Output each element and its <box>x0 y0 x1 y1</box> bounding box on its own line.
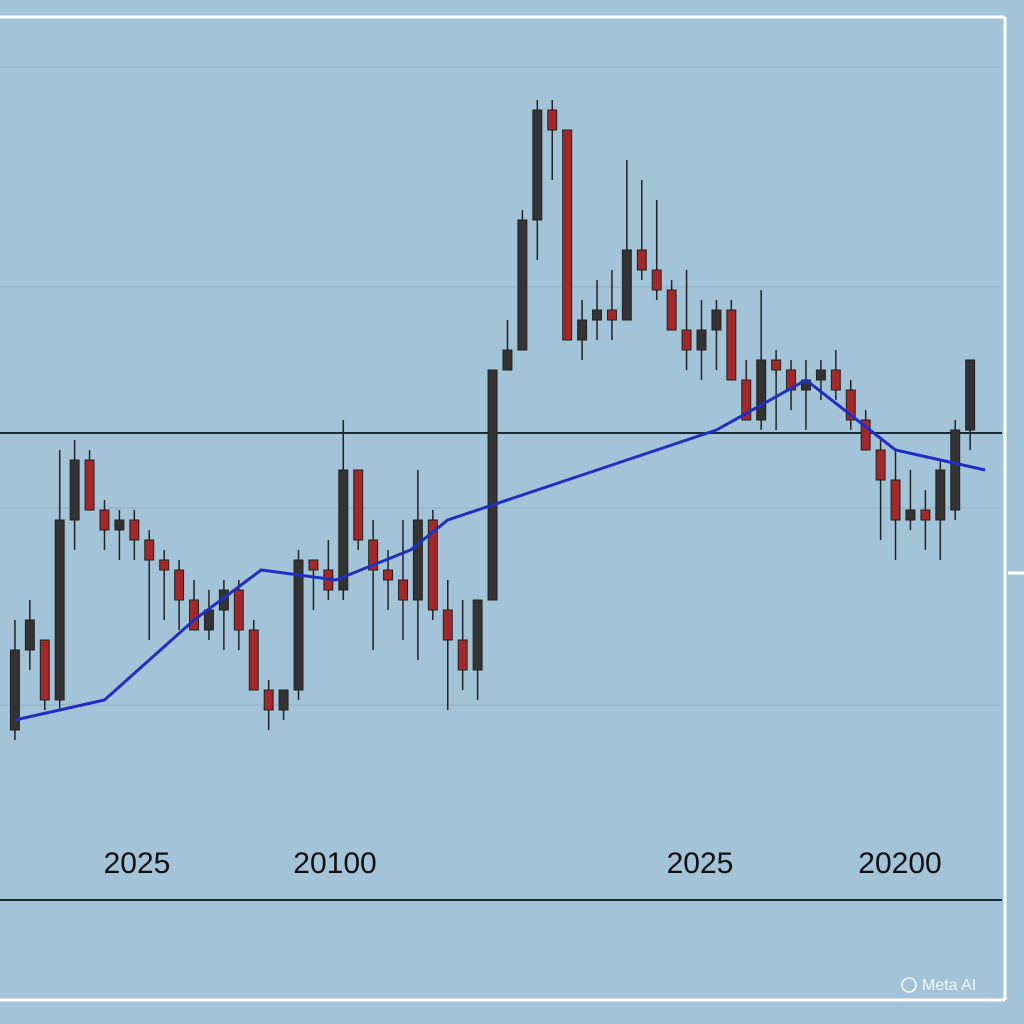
candle-body <box>517 219 528 351</box>
candle-body <box>890 479 901 521</box>
candle-body <box>815 369 826 381</box>
candle-body <box>905 509 916 521</box>
candle-body <box>636 249 647 271</box>
candle-body <box>577 319 588 341</box>
candle-body <box>159 559 170 571</box>
candle-body <box>621 249 632 321</box>
candle-body <box>606 309 617 321</box>
candle-body <box>860 419 871 451</box>
candle-body <box>383 569 394 581</box>
candle-body <box>965 359 976 431</box>
candle-body <box>502 349 513 371</box>
candle-body <box>398 579 408 601</box>
x-label: 20100 <box>293 847 376 880</box>
candle-body <box>845 389 856 421</box>
candle-body <box>532 109 543 221</box>
candle-body <box>666 289 677 331</box>
candle-body <box>442 609 453 641</box>
candle-body <box>412 519 423 601</box>
candle-body <box>84 459 95 511</box>
candle-body <box>9 649 20 731</box>
candle-body <box>248 629 259 691</box>
candle-body <box>233 589 244 631</box>
candle-body <box>651 269 662 291</box>
candle-body <box>711 309 722 331</box>
candle-body <box>368 539 379 571</box>
candle-body <box>338 469 349 591</box>
candle-body <box>99 509 110 531</box>
candle-body <box>114 519 125 531</box>
candle-body <box>69 459 80 521</box>
candle-body <box>920 509 931 521</box>
candle-body <box>457 639 468 671</box>
candle-body <box>472 599 483 671</box>
candle-body <box>129 519 140 541</box>
candle-body <box>39 639 50 701</box>
candle-body <box>741 379 752 421</box>
candle-body <box>950 429 961 511</box>
candle-body <box>278 689 289 711</box>
candle-body <box>592 309 602 321</box>
candle-body <box>771 359 782 371</box>
candle-body <box>308 559 319 571</box>
candle-body <box>547 109 558 131</box>
candle-body <box>487 369 498 601</box>
plot-area <box>9 100 986 740</box>
x-label: 20200 <box>858 847 941 880</box>
candle-body <box>353 469 364 541</box>
watermark: Meta AI <box>922 977 976 994</box>
candle-body <box>174 569 185 601</box>
candle-body <box>935 469 946 521</box>
candle-body <box>263 689 274 711</box>
candle-body <box>54 519 65 701</box>
candle-body <box>726 309 737 381</box>
candle-body <box>24 619 35 651</box>
moving-average-line <box>14 378 986 722</box>
candle-body <box>562 129 573 341</box>
candle-body <box>681 329 692 351</box>
candle-body <box>427 519 438 611</box>
x-label: 2025 <box>104 847 171 880</box>
candle-body <box>189 599 200 631</box>
watermark-icon <box>901 977 917 993</box>
candle-body <box>830 369 841 391</box>
candle-body <box>756 359 767 421</box>
x-label: 2025 <box>667 847 734 880</box>
candle-body <box>144 539 155 561</box>
candle-body <box>293 559 304 691</box>
candle-body <box>875 449 886 481</box>
candle-body <box>696 329 707 351</box>
